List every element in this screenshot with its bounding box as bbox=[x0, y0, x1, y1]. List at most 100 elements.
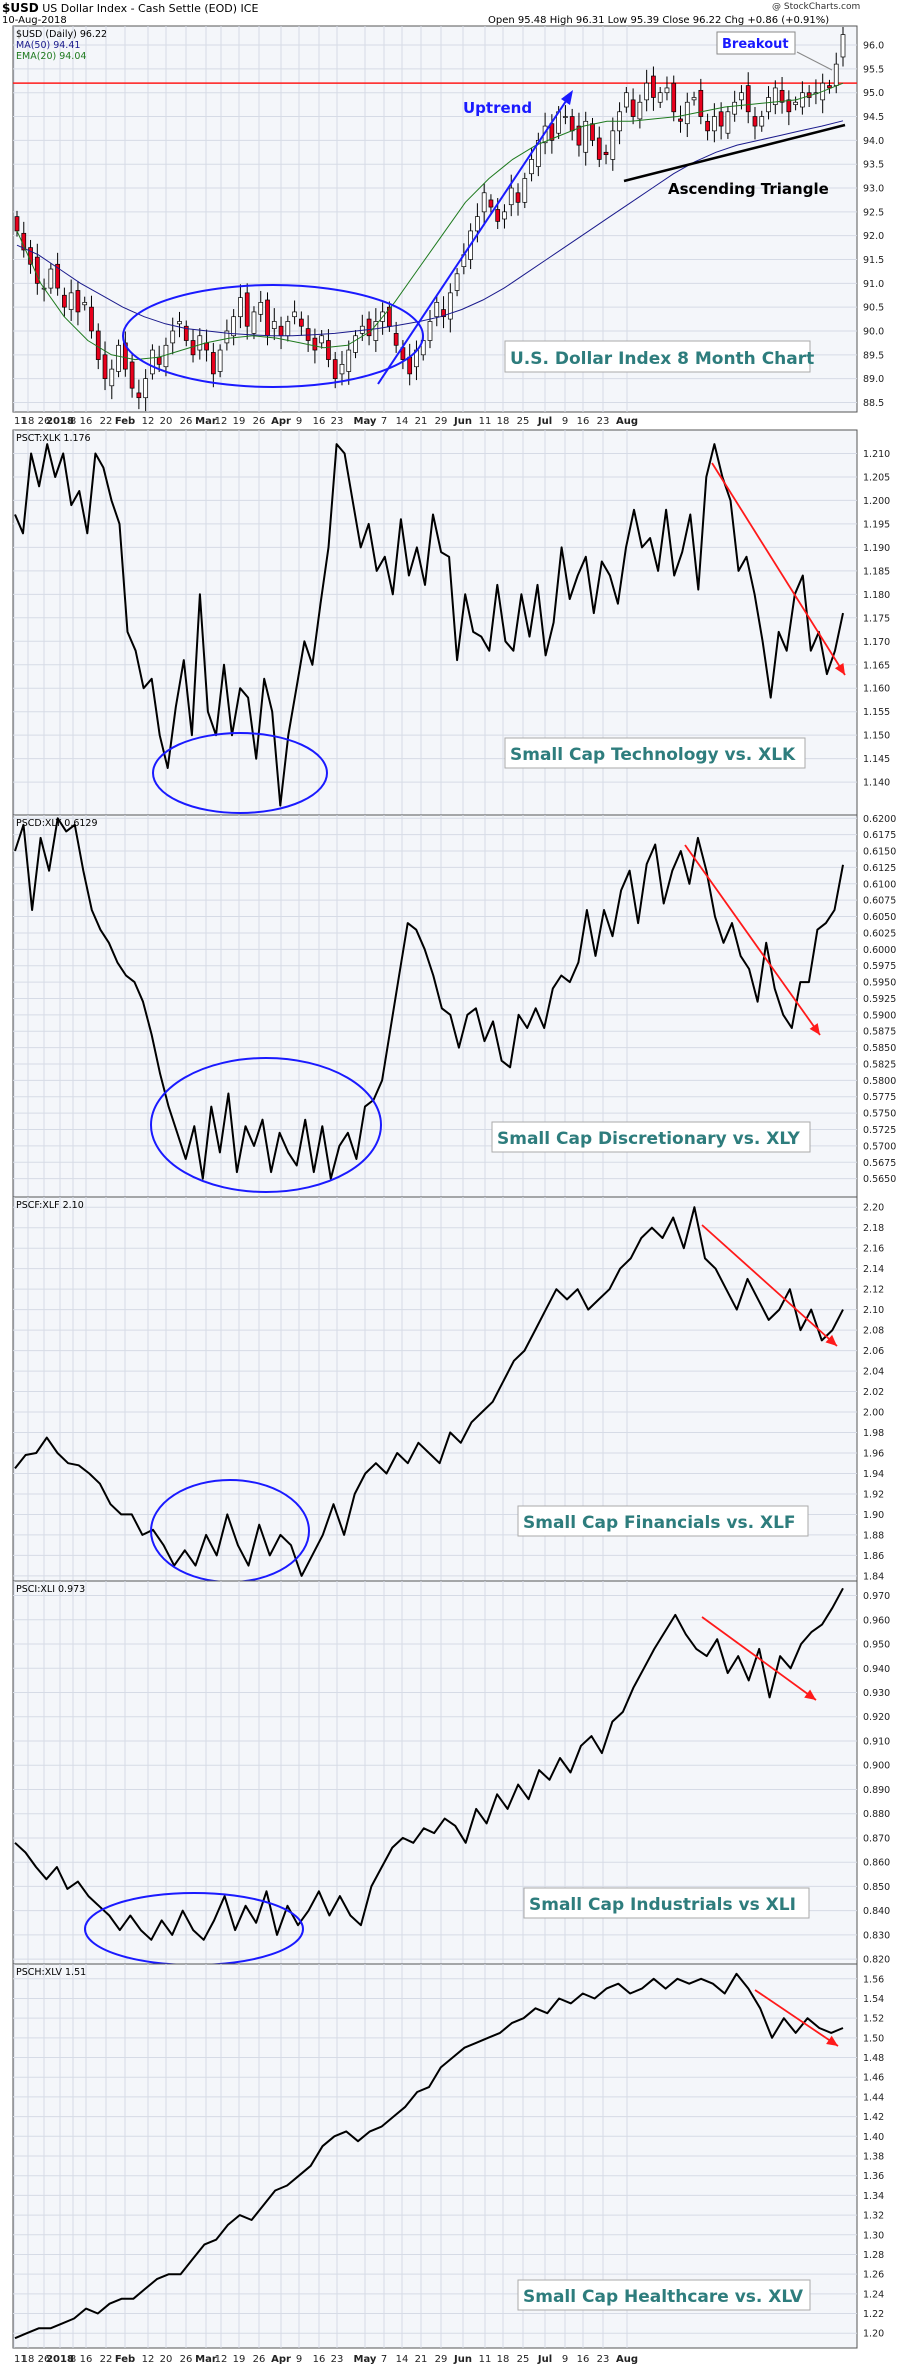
y-tick-label: 0.5950 bbox=[863, 978, 896, 989]
y-tick-label: 0.910 bbox=[863, 1736, 890, 1747]
y-tick-label: 1.145 bbox=[863, 754, 890, 765]
candle bbox=[89, 306, 94, 332]
candle bbox=[827, 85, 832, 89]
candle bbox=[691, 97, 697, 101]
y-tick-label: 0.880 bbox=[863, 1809, 890, 1820]
x-tick-label: 20 bbox=[160, 2354, 173, 2365]
ratio-line bbox=[14, 1587, 844, 1941]
y-tick-label: 0.830 bbox=[863, 1930, 890, 1941]
candle bbox=[786, 99, 792, 113]
y-tick-label: 88.5 bbox=[863, 398, 884, 409]
y-tick-label: 0.5775 bbox=[863, 1092, 896, 1103]
candle bbox=[447, 292, 453, 320]
y-tick-label: 1.28 bbox=[863, 2250, 884, 2261]
y-tick-label: 92.5 bbox=[863, 207, 884, 218]
y-tick-label: 2.18 bbox=[863, 1223, 884, 1234]
candle bbox=[278, 325, 284, 337]
x-tick-label: 18 bbox=[497, 2354, 510, 2365]
chart-label-box bbox=[517, 1505, 809, 1537]
candle bbox=[515, 192, 521, 203]
x-tick-label: 29 bbox=[435, 2354, 448, 2365]
candle bbox=[109, 368, 115, 387]
candle bbox=[664, 87, 670, 94]
x-tick-label: 12 bbox=[142, 416, 155, 427]
x-tick-label: May bbox=[354, 416, 377, 427]
candle bbox=[508, 187, 514, 206]
candle bbox=[739, 92, 744, 101]
y-tick-label: 2.12 bbox=[863, 1285, 884, 1296]
x-tick-label: Jun bbox=[453, 2354, 472, 2365]
candle bbox=[292, 311, 297, 318]
y-tick-label: 0.6000 bbox=[863, 945, 896, 956]
candle bbox=[475, 216, 480, 232]
y-tick-label: 1.200 bbox=[863, 496, 890, 507]
y-tick-label: 0.900 bbox=[863, 1761, 890, 1772]
x-tick-label: 16 bbox=[80, 2354, 93, 2365]
candle bbox=[502, 211, 507, 220]
candle bbox=[271, 321, 277, 329]
y-tick-label: 2.20 bbox=[863, 1203, 884, 1214]
candle bbox=[373, 321, 379, 341]
x-tick-label: 2018 bbox=[46, 2354, 74, 2365]
y-tick-label: 0.970 bbox=[863, 1591, 890, 1602]
y-tick-label: 1.38 bbox=[863, 2152, 884, 2163]
y-tick-label: 1.190 bbox=[863, 543, 890, 554]
y-tick-label: 96.0 bbox=[863, 41, 884, 52]
candle bbox=[210, 352, 216, 375]
ema20-line bbox=[16, 82, 844, 361]
y-tick-label: 1.210 bbox=[863, 449, 890, 460]
ratio-line bbox=[14, 443, 844, 807]
candle bbox=[678, 118, 683, 122]
y-tick-label: 0.6050 bbox=[863, 912, 896, 923]
candle bbox=[441, 309, 446, 318]
y-tick-label: 0.870 bbox=[863, 1833, 890, 1844]
candle bbox=[224, 330, 230, 344]
chart-label-box bbox=[523, 1887, 810, 1919]
y-tick-label: 1.32 bbox=[863, 2211, 884, 2222]
y-tick-label: 1.94 bbox=[863, 1469, 884, 1480]
candle bbox=[725, 111, 731, 134]
candle bbox=[576, 125, 582, 146]
y-tick-label: 1.40 bbox=[863, 2132, 884, 2143]
candle bbox=[637, 101, 643, 120]
candle bbox=[244, 292, 250, 327]
candle bbox=[143, 378, 148, 399]
y-tick-label: 0.930 bbox=[863, 1688, 890, 1699]
candle bbox=[339, 363, 345, 375]
y-tick-label: 1.150 bbox=[863, 731, 890, 742]
y-tick-label: 92.0 bbox=[863, 231, 884, 242]
downtrend-arrow bbox=[701, 1616, 817, 1701]
y-tick-label: 2.10 bbox=[863, 1305, 884, 1316]
chart-label-box bbox=[504, 340, 811, 373]
exchange: ICE bbox=[240, 2, 259, 15]
candle bbox=[231, 316, 237, 337]
y-tick-label: 0.5825 bbox=[863, 1059, 896, 1070]
panel-4: 0.970 0.960 0.950 0.940 0.930 0.920 0.910 0.900… bbox=[12, 1580, 890, 1966]
x-tick-label: 9 bbox=[562, 416, 568, 427]
candle bbox=[285, 321, 291, 337]
y-tick-label: 0.5700 bbox=[863, 1141, 896, 1152]
x-tick-label: Aug bbox=[616, 416, 638, 427]
x-tick-label: Feb bbox=[115, 416, 135, 427]
ratio-line bbox=[14, 1972, 844, 2340]
y-tick-label: 0.5900 bbox=[863, 1010, 896, 1021]
x-tick-label: 16 bbox=[80, 416, 93, 427]
y-tick-label: 2.06 bbox=[863, 1346, 884, 1357]
y-tick-label: 0.6075 bbox=[863, 896, 896, 907]
candle bbox=[752, 116, 758, 127]
x-tick-label: 26 bbox=[253, 2354, 266, 2365]
y-tick-label: 1.26 bbox=[863, 2270, 884, 2281]
y-tick-label: 1.205 bbox=[863, 472, 890, 483]
y-tick-label: 91.0 bbox=[863, 279, 884, 290]
x-tick-label: Aug bbox=[616, 2354, 638, 2365]
chart-label: Small Cap Financials vs. XLF bbox=[523, 1513, 796, 1533]
candle bbox=[82, 302, 88, 306]
x-tick-label: 22 bbox=[100, 416, 113, 427]
candle bbox=[407, 356, 413, 375]
x-tick-label: 14 bbox=[396, 416, 409, 427]
x-tick-label: Apr bbox=[271, 2354, 291, 2365]
y-tick-label: 90.5 bbox=[863, 303, 884, 314]
candle bbox=[563, 116, 568, 118]
candle bbox=[793, 101, 798, 105]
